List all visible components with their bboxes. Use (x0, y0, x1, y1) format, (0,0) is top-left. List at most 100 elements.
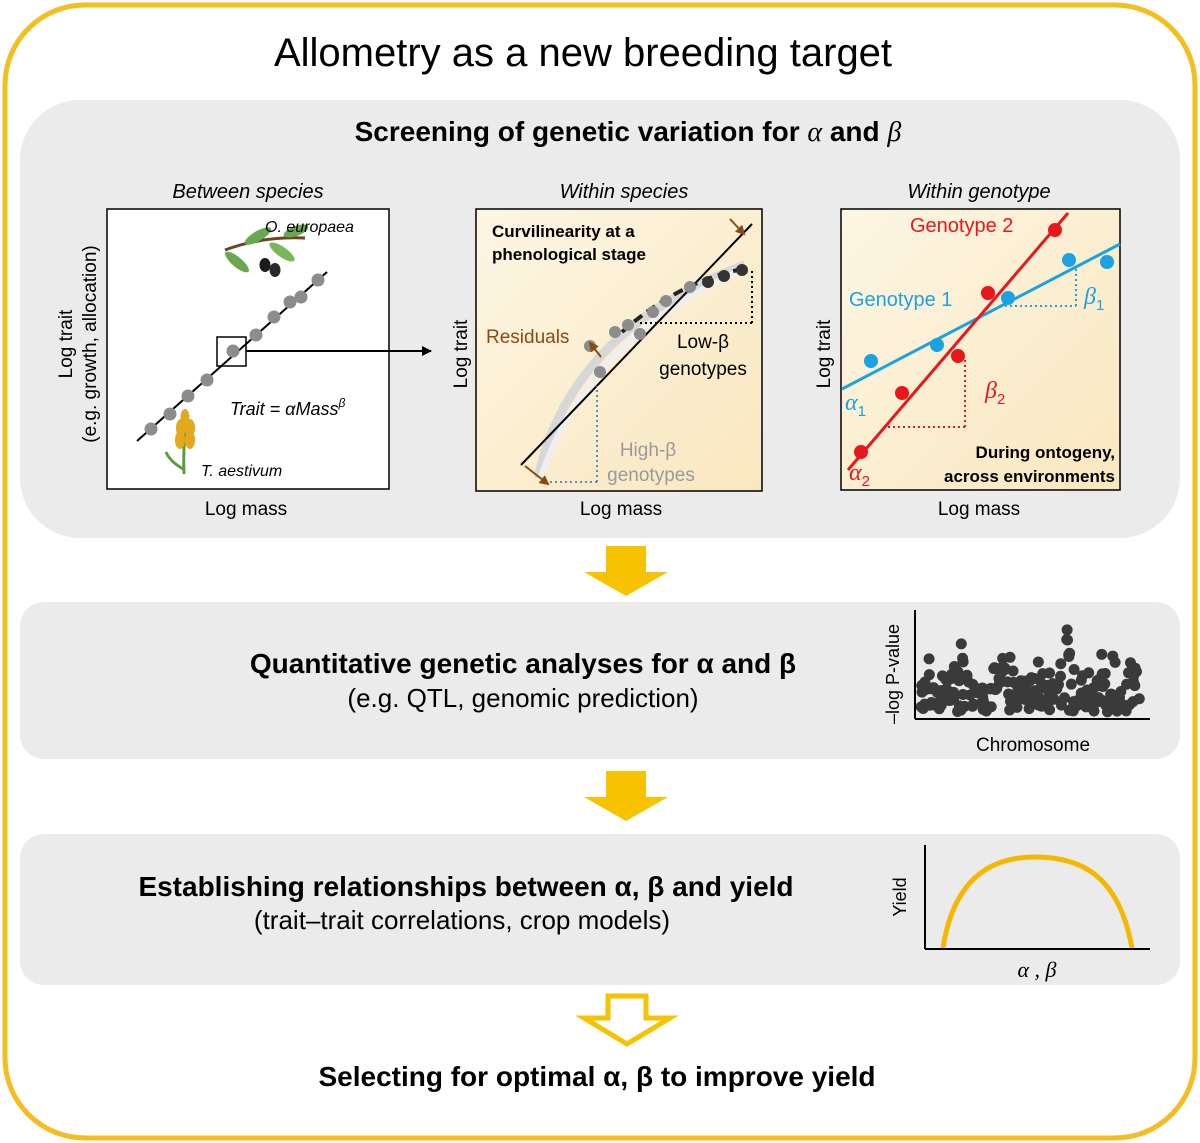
genotype2-line (846, 212, 1070, 471)
manhattan-point (1105, 688, 1117, 700)
curvilinearity-label: Curvilinearity at a (492, 222, 635, 241)
manhattan-point (1061, 624, 1073, 636)
curvilinearity-label-2: phenological stage (492, 245, 646, 264)
high-beta-curve (533, 260, 747, 479)
manhattan-point (1011, 701, 1023, 713)
manhattan-point (1055, 670, 1067, 682)
manhattan-point (1075, 674, 1087, 686)
quantitative-panel (20, 602, 1180, 759)
mid-curve (537, 265, 747, 481)
within-species-ylabel: Log trait (451, 319, 472, 388)
manhattan-points (915, 624, 1145, 718)
manhattan-point (1048, 693, 1060, 705)
genotype2-label: Genotype 2 (910, 215, 1013, 237)
manhattan-point (1059, 692, 1071, 704)
quantitative-sub: (e.g. QTL, genomic prediction) (347, 683, 698, 713)
wheat-icon (164, 409, 195, 475)
screening-heading: Screening of genetic variation for α and… (355, 116, 902, 148)
manhattan-point (1032, 656, 1044, 668)
high-beta-label-2: genotypes (607, 465, 695, 486)
manhattan-point (959, 700, 971, 712)
between-xlabel: Log mass (205, 499, 287, 520)
manhattan-point (1096, 648, 1108, 660)
manhattan-point (1109, 656, 1121, 668)
manhattan-point (952, 666, 964, 678)
low-beta-label-2: genotypes (659, 359, 747, 380)
beta2-label: β2 (984, 378, 1005, 408)
manhattan-point (1099, 678, 1111, 690)
manhattan-point (1083, 667, 1095, 679)
manhattan-point (1004, 651, 1016, 663)
low-beta-label: Low-β (677, 332, 729, 353)
within-genotype-ylabel: Log trait (814, 319, 835, 388)
conclusion-text: Selecting for optimal α, β to improve yi… (318, 1061, 875, 1092)
manhattan-point (923, 669, 935, 681)
residual-arrows (524, 218, 746, 486)
beta1-label: β1 (1083, 284, 1104, 314)
yield-ylabel: Yield (890, 877, 910, 916)
manhattan-point (935, 700, 947, 712)
manhattan-point (1068, 664, 1080, 676)
manhattan-point (923, 653, 935, 665)
relationships-panel (20, 834, 1180, 985)
page-title: Allometry as a new breeding target (274, 31, 892, 75)
manhattan-point (1088, 705, 1100, 717)
manhattan-ylabel: –log P-value (883, 624, 903, 724)
relationships-heading: Establishing relationships between α, β … (138, 871, 793, 902)
yield-plot: Yield α , β (890, 845, 1150, 982)
within-species-fit-line (520, 223, 753, 466)
manhattan-point (1063, 651, 1075, 663)
between-ylabel-sub: (e.g. growth, allocation) (80, 245, 101, 443)
high-beta-label: High-β (620, 440, 676, 461)
manhattan-point (1099, 667, 1111, 679)
manhattan-point (985, 701, 997, 713)
ontogeny-note: During ontogeny, (976, 443, 1115, 462)
manhattan-point (1101, 706, 1113, 718)
manhattan-point (1007, 665, 1019, 677)
within-species-xlabel: Log mass (580, 499, 662, 520)
between-ylabel: Log trait (56, 309, 77, 378)
species-olive: O. europaea (265, 219, 354, 236)
between-points (144, 273, 325, 436)
manhattan-point (1061, 633, 1073, 645)
manhattan-point (967, 700, 979, 712)
within-genotype-xlabel: Log mass (938, 499, 1020, 520)
residuals-label: Residuals (486, 327, 569, 348)
flow-arrow-3 (575, 993, 679, 1047)
manhattan-point (1065, 678, 1077, 690)
relationships-sub: (trait–trait correlations, crop models) (254, 905, 670, 935)
genotype1-label: Genotype 1 (849, 289, 952, 311)
manhattan-point (1131, 666, 1143, 678)
high-beta-triangle (545, 386, 598, 483)
manhattan-point (1044, 667, 1056, 679)
alpha2-label: α2 (849, 460, 870, 490)
quantitative-heading: Quantitative genetic analyses for α and … (250, 648, 796, 679)
allometry-formula: Trait = αMassβ (230, 396, 345, 419)
manhattan-point (955, 638, 967, 650)
manhattan-point (953, 675, 965, 687)
manhattan-plot: –log P-value Chromosome (883, 610, 1150, 756)
ontogeny-note-2: across environments (944, 467, 1115, 486)
genotype1-points (864, 253, 1114, 368)
low-beta-triangle (640, 270, 753, 324)
olive-branch-icon (224, 224, 309, 277)
between-species-label: Between species (172, 181, 323, 203)
low-beta-curve (620, 266, 749, 334)
genotype-slope-guides (888, 268, 1077, 428)
manhattan-point (1133, 693, 1145, 705)
manhattan-point (1044, 704, 1056, 716)
flow-arrow-1 (584, 546, 668, 596)
species-wheat: T. aestivum (201, 463, 282, 480)
within-genotype-label: Within genotype (907, 181, 1050, 203)
alpha1-label: α1 (845, 390, 866, 420)
flow-arrow-2 (584, 771, 668, 821)
manhattan-point (1055, 658, 1067, 670)
yield-xlabel: α , β (1017, 957, 1056, 982)
manhattan-point (1051, 683, 1063, 695)
within-species-label: Within species (560, 181, 689, 203)
yield-curve (940, 854, 1135, 949)
genotype2-points (854, 223, 1062, 459)
manhattan-point (957, 656, 969, 668)
between-species-plot (106, 208, 390, 490)
